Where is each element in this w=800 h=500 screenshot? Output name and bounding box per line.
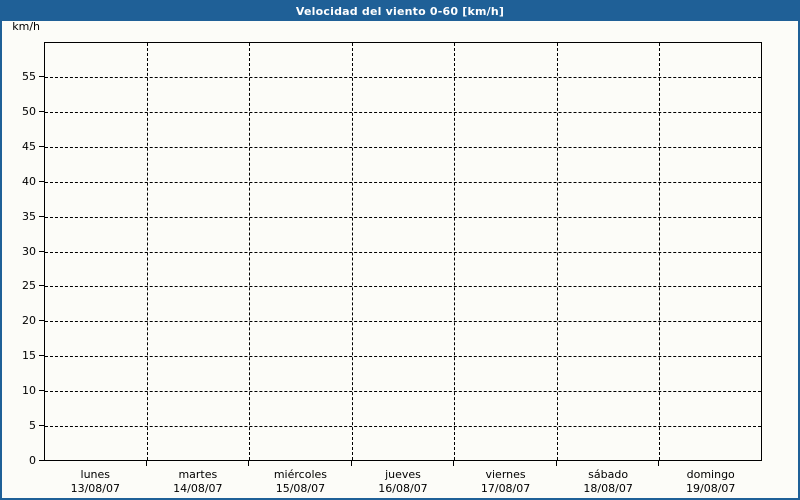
y-axis-tick-label: 10 (22, 384, 36, 398)
x-axis-tick-label: jueves 16/08/07 (352, 468, 455, 496)
x-axis-label-date: 18/08/07 (583, 482, 633, 495)
gridline-horizontal (45, 216, 761, 218)
gridline-horizontal (45, 111, 761, 113)
x-axis-tick-label: domingo 19/08/07 (659, 468, 762, 496)
x-axis-tick-label: martes 14/08/07 (147, 468, 250, 496)
y-axis-tick (39, 460, 44, 461)
y-axis-tick (39, 390, 44, 392)
plot-area (44, 42, 762, 461)
y-axis-tick-label: 30 (22, 244, 36, 258)
y-axis-tick (39, 75, 44, 77)
x-axis-label-date: 13/08/07 (70, 482, 120, 495)
x-axis-tick (248, 461, 250, 466)
y-axis-tick-label: 50 (22, 104, 36, 118)
gridline-vertical (146, 43, 148, 460)
gridline-horizontal (45, 426, 761, 428)
y-axis-tick (39, 145, 44, 147)
x-axis-label-day: jueves (385, 468, 421, 481)
gridline-horizontal (45, 76, 761, 78)
y-axis-tick (39, 285, 44, 287)
y-axis-tick (39, 110, 44, 112)
y-axis-tick-label: 35 (22, 209, 36, 223)
y-axis-tick (39, 180, 44, 182)
y-axis-tick-label: 55 (22, 69, 36, 83)
x-axis-tick (658, 461, 660, 466)
gridline-horizontal (45, 356, 761, 358)
y-axis-unit-label: km/h (12, 20, 40, 33)
gridline-horizontal (45, 286, 761, 288)
y-axis-tick-label: 40 (22, 174, 36, 188)
x-axis-tick (350, 461, 352, 466)
gridline-vertical (454, 43, 456, 460)
gridline-vertical (249, 43, 251, 460)
y-axis-tick (39, 320, 44, 322)
x-axis-tick-label: viernes 17/08/07 (454, 468, 557, 496)
x-axis-label-day: sábado (588, 468, 629, 481)
gridline-horizontal (45, 321, 761, 323)
gridline-horizontal (45, 251, 761, 253)
y-axis-tick (39, 425, 44, 427)
window-title-bar: Velocidad del viento 0-60 [km/h] (2, 2, 798, 21)
gridline-horizontal (45, 391, 761, 393)
x-axis-label-date: 15/08/07 (275, 482, 326, 495)
chart-canvas: km/h 0 5 10 15 20 25 30 35 40 45 50 55 lunes 13/08/07… (2, 21, 798, 498)
x-axis-label-day: lunes (80, 468, 111, 481)
x-axis-label-date: 17/08/07 (480, 482, 531, 495)
y-axis-tick (39, 250, 44, 252)
y-axis-tick-label: 5 (29, 419, 36, 433)
y-axis-tick-label: 0 (29, 454, 36, 467)
y-axis-tick-label: 15 (22, 349, 36, 363)
gridline-horizontal (45, 181, 761, 183)
x-axis-label-date: 14/08/07 (173, 482, 223, 495)
x-axis-label-date: 19/08/07 (686, 482, 736, 495)
x-axis-tick-label: miércoles 15/08/07 (249, 468, 352, 496)
x-axis-label-day: martes (178, 468, 218, 481)
x-axis-tick (145, 461, 147, 466)
y-axis-tick-label: 25 (22, 279, 36, 293)
x-axis-label-day: domingo (686, 468, 735, 481)
gridline-vertical (556, 43, 558, 460)
x-axis-label-date: 16/08/07 (378, 482, 428, 495)
gridline-vertical (659, 43, 661, 460)
gridline-horizontal (45, 146, 761, 148)
x-axis-tick (555, 461, 557, 466)
y-axis-tick (39, 355, 44, 357)
y-axis-tick-label: 20 (22, 314, 36, 328)
y-axis-tick (39, 215, 44, 217)
x-axis-tick-label: lunes 13/08/07 (44, 468, 147, 496)
x-axis-label-day: viernes (485, 468, 526, 481)
x-axis-tick-label: sábado 18/08/07 (557, 468, 660, 496)
gridline-vertical (351, 43, 353, 460)
x-axis-label-day: miércoles (273, 468, 327, 481)
y-axis-tick-label: 45 (22, 139, 36, 153)
x-axis-tick (453, 461, 455, 466)
